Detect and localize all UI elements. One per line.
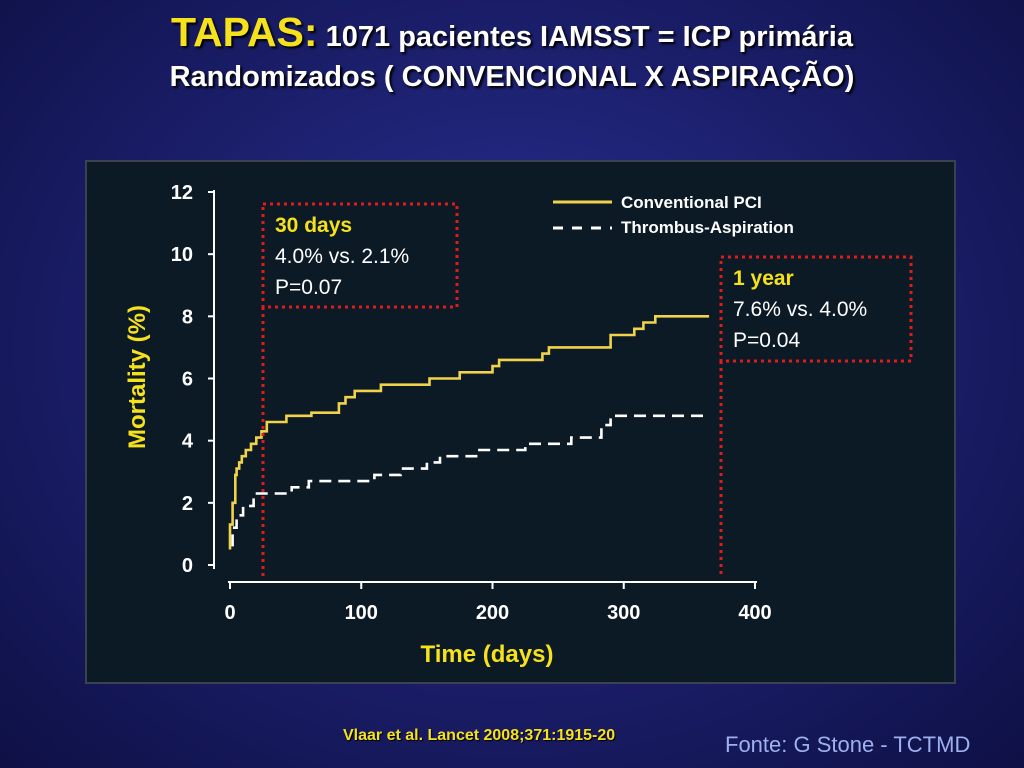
source-credit: Fonte: G Stone - TCTMD <box>725 732 971 757</box>
series-line-conventional-pci <box>228 315 710 550</box>
annotation-box-30d <box>261 202 459 309</box>
legend-label-conventional: Conventional PCI <box>621 193 762 212</box>
chart-panel: 0 2 4 6 8 10 12 0 100 200 300 400 Time (days) Mortali… <box>85 160 956 684</box>
y-axis-title: Mortality (%) <box>124 305 151 449</box>
y-tick-label: 2 <box>182 493 193 515</box>
series-line-thrombus-aspiration <box>231 414 710 547</box>
annotation-heading-1y: 1 year <box>733 267 794 290</box>
annotation-values-1y: 7.6% vs. 4.0% <box>733 298 867 321</box>
x-axis-title: Time (days) <box>421 641 554 668</box>
y-tick-label: 8 <box>182 306 193 328</box>
mortality-chart: 0 2 4 6 8 10 12 0 100 200 300 400 Time (days) Mortali… <box>124 182 913 668</box>
annotation-pvalue-30d: P=0.07 <box>275 276 342 299</box>
y-tick-label: 12 <box>171 182 193 204</box>
y-tick-label: 0 <box>182 555 193 577</box>
annotation-heading-30d: 30 days <box>275 214 352 237</box>
annotation-values-30d: 4.0% vs. 2.1% <box>275 245 409 268</box>
title-subtitle: 1071 pacientes IAMSST = ICP primária <box>325 21 853 53</box>
y-tick-label: 10 <box>171 244 193 266</box>
x-tick-label: 200 <box>476 602 509 624</box>
y-tick-label: 6 <box>182 369 193 391</box>
y-tick-label: 4 <box>182 431 194 453</box>
title-acronym: TAPAS: <box>171 9 318 55</box>
annotation-pvalue-1y: P=0.04 <box>733 329 800 352</box>
x-tick-label: 100 <box>345 602 378 624</box>
x-tick-label: 400 <box>738 602 771 624</box>
title-line-1: TAPAS: 1071 pacientes IAMSST = ICP primá… <box>0 12 1024 57</box>
citation: Vlaar et al. Lancet 2008;371:1915-20 <box>343 727 616 744</box>
legend-label-aspiration: Thrombus-Aspiration <box>621 218 794 237</box>
title-line-2: Randomizados ( CONVENCIONAL X ASPIRAÇÃO) <box>169 61 855 93</box>
x-tick-label: 300 <box>607 602 640 624</box>
x-tick-label: 0 <box>224 602 235 624</box>
slide-title: TAPAS: 1071 pacientes IAMSST = ICP primá… <box>0 12 1024 97</box>
